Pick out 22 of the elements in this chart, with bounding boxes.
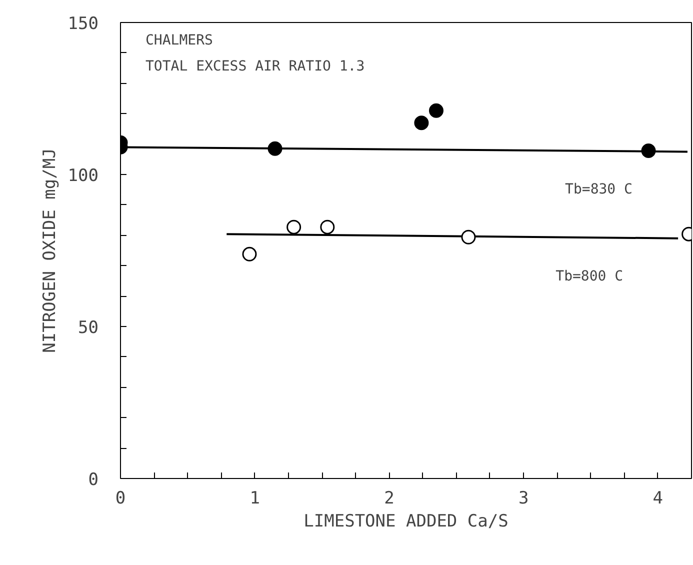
x-tick-label: 1	[250, 488, 260, 508]
x-tick-label: 3	[518, 488, 529, 508]
x-tick-label: 2	[384, 488, 394, 508]
y-tick-label: 150	[68, 14, 99, 34]
text: Tb=830 C	[565, 182, 632, 198]
point	[242, 246, 257, 262]
annotation: TOTAL EXCESS AIR RATIO 1.3	[146, 58, 365, 74]
point	[320, 220, 335, 234]
y-tick-label: 50	[78, 318, 99, 338]
point	[268, 141, 282, 156]
point	[286, 220, 302, 234]
x-tick-label: 4	[652, 488, 664, 508]
point	[414, 116, 429, 130]
y-axis-title: NITROGEN OXIDE mg/MJ	[40, 148, 60, 353]
x-tick-label: 0	[115, 488, 126, 508]
text: Tb=800 C	[556, 268, 624, 284]
y-tick-label: 0	[88, 470, 99, 490]
x-axis-title: LIMESTONE ADDED Ca/S	[304, 512, 508, 532]
point	[428, 103, 444, 118]
point	[461, 230, 476, 244]
annotation: CHALMERS	[146, 32, 213, 48]
y-tick-label: 100	[68, 166, 99, 186]
